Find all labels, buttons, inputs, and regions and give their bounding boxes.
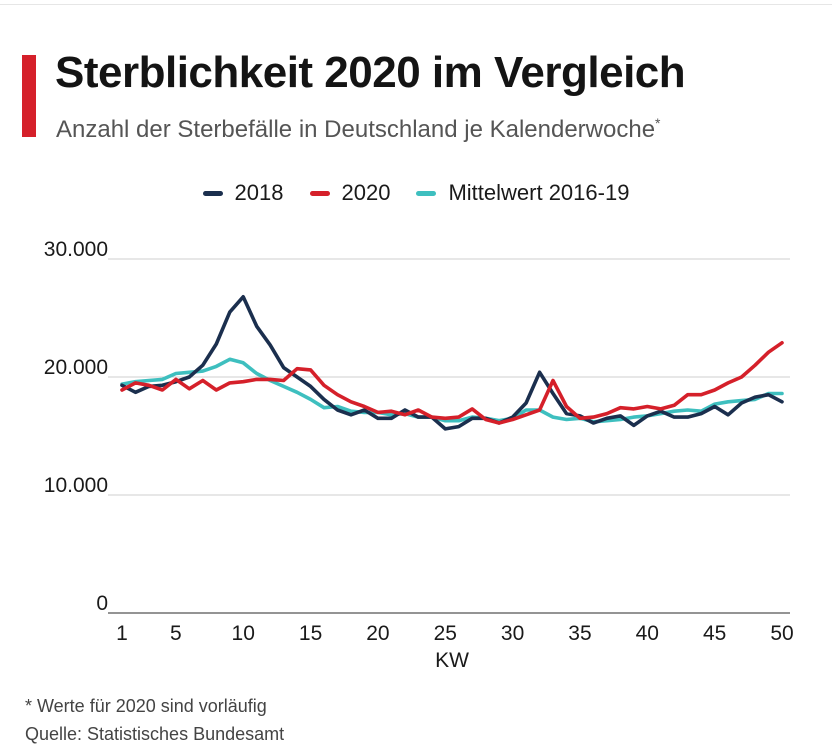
legend-label-mittelwert: Mittelwert 2016-19 [448, 180, 630, 205]
x-tick-label-1: 1 [116, 622, 128, 645]
y-tick-label-0: 0 [96, 592, 108, 615]
legend-swatch-mittelwert [416, 190, 437, 196]
x-tick-label-25: 25 [434, 622, 457, 645]
x-tick-label-45: 45 [703, 622, 726, 645]
line-2020 [120, 340, 784, 425]
x-tick-label-35: 35 [568, 622, 591, 645]
x-tick-label-30: 30 [501, 622, 524, 645]
y-tick-label-10000: 10.000 [44, 474, 108, 497]
legend-label-2020: 2020 [341, 180, 391, 205]
line-2018 [120, 294, 784, 431]
legend-item-2018: 2018 [202, 180, 284, 206]
legend-item-mittelwert: Mittelwert 2016-19 [416, 180, 629, 206]
legend-item-2020: 2020 [309, 180, 391, 206]
x-tick-label-40: 40 [636, 622, 659, 645]
x-tick-label-15: 15 [299, 622, 322, 645]
title-accent-bar [22, 55, 36, 137]
footnote: * Werte für 2020 sind vorläufig [25, 696, 267, 716]
series-layer [120, 294, 784, 431]
legend-label-2018: 2018 [234, 180, 284, 205]
x-tick-label-50: 50 [770, 622, 793, 645]
y-tick-label-30000: 30.000 [44, 238, 108, 261]
chart-legend: 2018 2020 Mittelwert 2016-19 [0, 180, 832, 206]
grid-layer [108, 258, 790, 614]
legend-swatch-2018 [202, 190, 223, 196]
legend-swatch-2020 [309, 190, 330, 196]
y-tick-label-20000: 20.000 [44, 356, 108, 379]
chart-subtitle-text: Anzahl der Sterbefälle in Deutschland je… [56, 116, 656, 143]
x-axis-label: KW [435, 649, 469, 672]
x-tick-label-10: 10 [232, 622, 255, 645]
x-tick-label-20: 20 [366, 622, 389, 645]
source-note: Quelle: Statistisches Bundesamt [25, 724, 285, 744]
line-mittelwert [120, 357, 784, 424]
chart-subtitle: Anzahl der Sterbefälle in Deutschland je… [56, 115, 661, 144]
top-rule [0, 4, 832, 5]
x-tick-label-5: 5 [170, 622, 182, 645]
chart-title: Sterblichkeit 2020 im Vergleich [55, 48, 686, 97]
subtitle-footnote-marker: * [655, 115, 661, 131]
